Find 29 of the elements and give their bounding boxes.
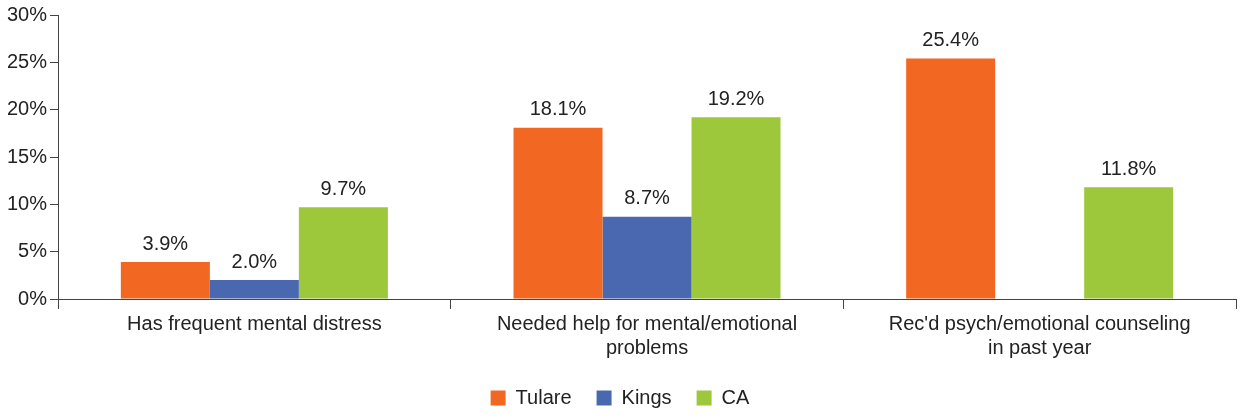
bar	[691, 117, 781, 299]
y-tick-label: 10%	[7, 191, 48, 214]
x-tick-label: Rec'd psych/emotional counseling in past year	[888, 311, 1191, 358]
bar	[298, 207, 388, 299]
data-label: 8.7%	[624, 186, 671, 209]
bar	[906, 58, 996, 299]
x-tick-label: Needed help for mental/emotional problems	[496, 311, 798, 358]
data-label: 9.7%	[320, 176, 367, 199]
data-label: 18.1%	[529, 97, 587, 120]
y-tick-label: 25%	[7, 49, 48, 72]
data-label: 19.2%	[707, 86, 765, 109]
y-tick-label: 20%	[7, 97, 48, 120]
y-tick-label: 30%	[7, 2, 48, 25]
bar	[602, 216, 692, 299]
bar	[120, 262, 210, 299]
y-tick-label: 0%	[18, 286, 48, 309]
legend-label: Tulare	[515, 385, 572, 408]
legend-label: Kings	[621, 385, 672, 408]
bar	[513, 127, 603, 299]
data-label: 11.8%	[1101, 156, 1157, 179]
data-label: 3.9%	[142, 231, 189, 254]
data-label: 25.4%	[922, 28, 980, 51]
y-tick-label: 15%	[7, 144, 48, 167]
bar	[1084, 187, 1174, 299]
data-label: 2.0%	[231, 249, 278, 272]
y-tick-label: 5%	[18, 239, 48, 262]
x-tick-label: Has frequent mental distress	[127, 311, 382, 334]
bar	[209, 280, 299, 299]
legend-label: CA	[721, 385, 751, 408]
